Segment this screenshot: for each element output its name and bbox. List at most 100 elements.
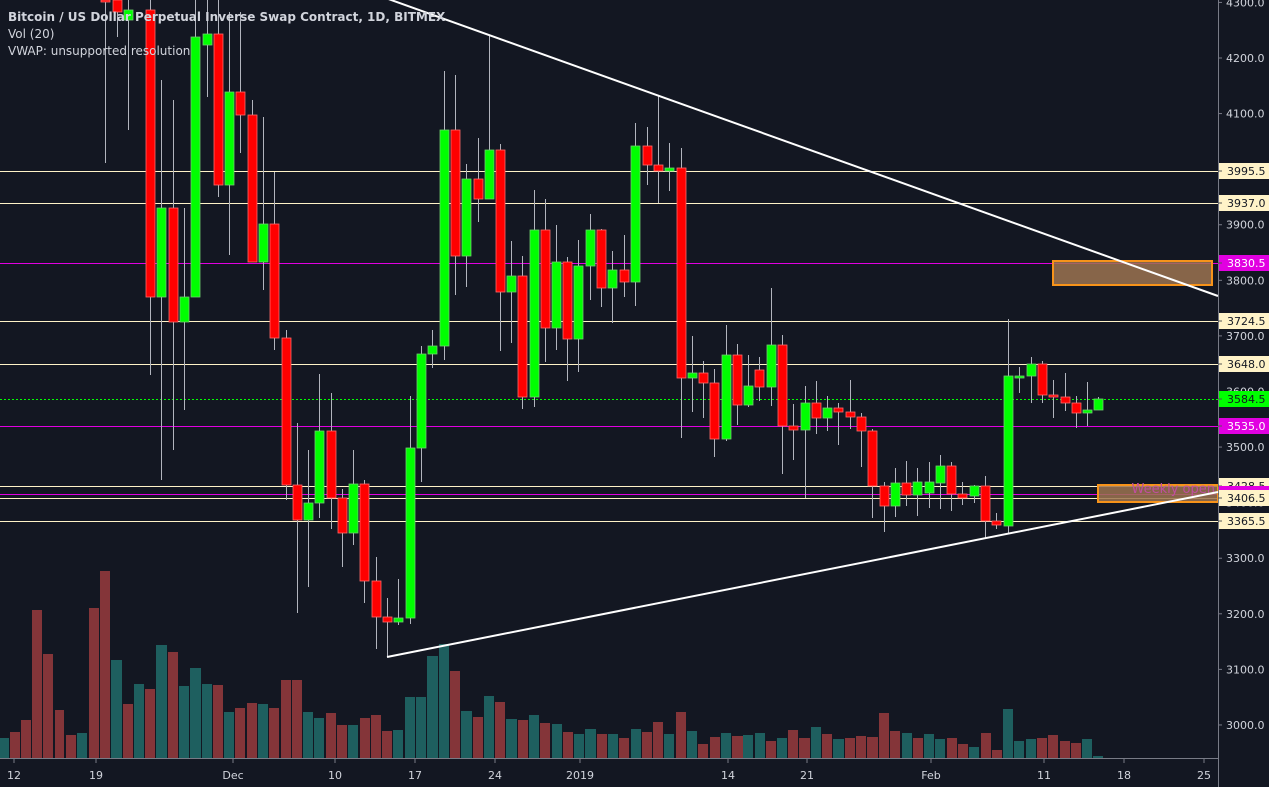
- volume-bar: [506, 719, 517, 758]
- candle-up: [484, 149, 495, 200]
- price-level-badge[interactable]: [1219, 513, 1269, 529]
- volume-bar: [371, 715, 381, 758]
- price-tick-label: 3800.0: [1226, 274, 1265, 287]
- time-tick-label: 21: [800, 769, 814, 782]
- candle-up: [348, 483, 359, 534]
- candle-down: [732, 354, 743, 406]
- volume-bar: [710, 737, 720, 758]
- volume-bar: [314, 718, 324, 758]
- time-tick-label: 25: [1197, 769, 1211, 782]
- volume-bar: [1071, 743, 1081, 758]
- candle-down: [879, 485, 890, 507]
- candle-down: [754, 369, 765, 388]
- price-level-badge[interactable]: [1219, 313, 1269, 329]
- candle-down: [269, 223, 280, 339]
- candle-up: [912, 481, 923, 496]
- candle-down: [642, 145, 653, 166]
- price-level-badge[interactable]: [1219, 490, 1269, 506]
- horizontal-levels[interactable]: [0, 171, 1218, 522]
- price-level-badge[interactable]: [1219, 418, 1269, 434]
- volume-bar: [326, 713, 336, 758]
- candle-up: [179, 296, 190, 323]
- candle-down: [112, 0, 123, 13]
- candle-down: [698, 372, 709, 384]
- volume-bar: [743, 735, 753, 758]
- candle-down: [247, 114, 258, 263]
- time-axis-background[interactable]: [0, 759, 1218, 787]
- candle-down: [145, 9, 156, 298]
- volume-bar: [597, 734, 607, 758]
- time-tick-label: 10: [328, 769, 342, 782]
- volume-bar: [574, 734, 584, 758]
- volume-bar: [856, 736, 866, 758]
- trendlines[interactable]: [380, 0, 1219, 658]
- volume-bar: [190, 668, 201, 758]
- volume-bar: [518, 720, 528, 758]
- candle-down: [856, 416, 867, 432]
- volume-bar: [224, 712, 234, 758]
- candle-down: [100, 0, 111, 3]
- price-level-badge[interactable]: [1219, 195, 1269, 211]
- volume-bar: [450, 671, 460, 758]
- volume-bar: [100, 571, 110, 758]
- candle-up: [202, 33, 213, 46]
- candle-down: [562, 261, 573, 340]
- price-level-badge[interactable]: [1219, 391, 1269, 407]
- candle-up: [529, 229, 540, 398]
- trendline[interactable]: [386, 491, 1219, 658]
- candle-down: [371, 580, 382, 618]
- volume-bar: [653, 722, 663, 758]
- candle-up: [1026, 363, 1037, 377]
- candle-down: [540, 229, 551, 329]
- candle-up: [551, 261, 562, 329]
- candle-up: [664, 167, 675, 172]
- candle-down: [473, 178, 484, 200]
- price-tick-label: 3500.0: [1226, 441, 1265, 454]
- price-level-badge-label: 3724.5: [1227, 315, 1266, 328]
- volume-bar: [1060, 741, 1070, 758]
- volume-bar: [405, 697, 415, 758]
- candle-down: [596, 229, 607, 289]
- volume-bar: [43, 654, 53, 758]
- candle-down: [619, 269, 630, 283]
- volume-bar: [134, 684, 144, 758]
- volume-bar: [156, 645, 167, 758]
- volume-bar: [552, 724, 562, 758]
- volume-bar: [1026, 739, 1036, 758]
- volume-bar: [563, 732, 573, 758]
- volume-bar: [913, 738, 923, 758]
- candle-down: [1071, 402, 1082, 414]
- volume-bar: [235, 708, 245, 758]
- weekly-open-label: Weekly open: [1132, 482, 1216, 497]
- volume-bar: [902, 733, 912, 758]
- volume-bars: [0, 571, 1103, 758]
- trendline[interactable]: [380, 0, 1219, 297]
- candle-up: [800, 402, 811, 431]
- volume-bar: [947, 738, 957, 758]
- volume-bar: [1082, 739, 1092, 758]
- volume-bar: [213, 685, 223, 758]
- volume-bar: [879, 713, 889, 758]
- volume-bar: [427, 656, 438, 758]
- volume-bar: [484, 696, 494, 758]
- candle-up: [822, 407, 833, 419]
- candle-up: [1082, 409, 1093, 414]
- volume-bar: [845, 738, 855, 758]
- price-tick-label: 3100.0: [1226, 663, 1265, 676]
- candle-up: [314, 430, 325, 504]
- candle-down: [845, 411, 856, 418]
- volume-bar: [111, 660, 122, 758]
- price-level-badge[interactable]: [1219, 255, 1269, 271]
- volume-bar: [992, 750, 1002, 758]
- price-level-badge[interactable]: [1219, 163, 1269, 179]
- volume-bar: [924, 734, 934, 758]
- candle-up: [303, 502, 314, 521]
- price-tick-label: 3700.0: [1226, 330, 1265, 343]
- candle-up: [156, 207, 167, 298]
- volume-bar: [529, 715, 539, 758]
- volume-bar: [247, 703, 257, 758]
- volume-bar: [495, 702, 505, 758]
- price-level-badge[interactable]: [1219, 356, 1269, 372]
